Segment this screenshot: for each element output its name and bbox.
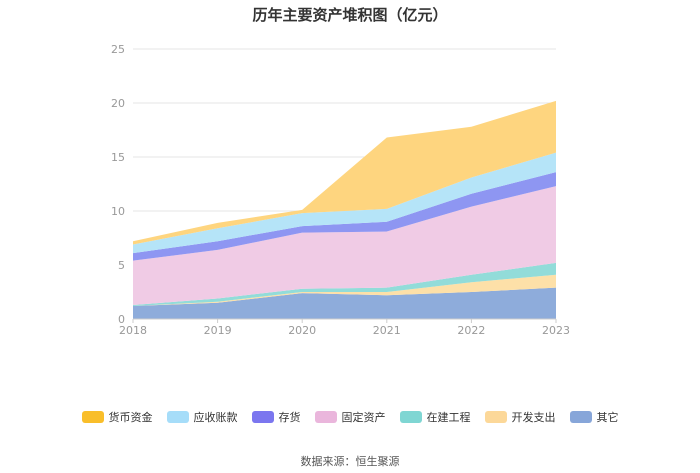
plot-area: 0 5 10 15 20 25 2018 2019 2020 2021 2022 2023 bbox=[111, 43, 570, 337]
legend-label: 应收账款 bbox=[193, 411, 238, 424]
x-tick-label: 2018 bbox=[119, 324, 147, 337]
legend-label: 其它 bbox=[596, 411, 619, 424]
legend: 货币资金 应收账款 存货 固定资产 在建工程 开发支出 其它 bbox=[0, 409, 700, 425]
area-series-4 bbox=[133, 186, 556, 305]
x-tick-label: 2022 bbox=[457, 324, 485, 337]
area-series-2 bbox=[133, 274, 556, 307]
legend-label: 在建工程 bbox=[426, 411, 471, 424]
legend-label: 固定资产 bbox=[341, 411, 386, 424]
legend-swatch bbox=[251, 411, 274, 423]
legend-item[interactable]: 在建工程 bbox=[399, 409, 471, 425]
legend-item[interactable]: 开发支出 bbox=[484, 409, 556, 425]
area-series-5 bbox=[133, 172, 556, 261]
legend-swatch bbox=[569, 411, 592, 423]
y-tick-label: 5 bbox=[118, 259, 125, 272]
area-series-1 bbox=[133, 287, 556, 319]
legend-swatch bbox=[81, 411, 104, 423]
x-tick-label: 2021 bbox=[373, 324, 401, 337]
data-source: 数据来源：恒生聚源 bbox=[300, 455, 400, 468]
legend-item[interactable]: 固定资产 bbox=[314, 409, 386, 425]
y-tick-label: 20 bbox=[111, 97, 125, 110]
legend-label: 货币资金 bbox=[108, 411, 153, 424]
legend-item[interactable]: 存货 bbox=[251, 409, 301, 425]
legend-swatch bbox=[166, 411, 189, 423]
y-tick-label: 25 bbox=[111, 43, 125, 56]
area-series-6 bbox=[133, 152, 556, 254]
chart-title: 历年主要资产堆积图（亿元） bbox=[252, 6, 448, 24]
legend-label: 存货 bbox=[278, 411, 301, 424]
area-series-7 bbox=[133, 100, 556, 245]
legend-label: 开发支出 bbox=[511, 411, 556, 424]
legend-item[interactable]: 其它 bbox=[569, 409, 619, 425]
legend-item[interactable]: 货币资金 bbox=[81, 409, 153, 425]
legend-swatch bbox=[484, 411, 507, 423]
y-tick-label: 15 bbox=[111, 151, 125, 164]
legend-swatch bbox=[399, 411, 422, 423]
y-tick-label: 0 bbox=[118, 313, 125, 326]
x-tick-label: 2023 bbox=[542, 324, 570, 337]
y-tick-label: 10 bbox=[111, 205, 125, 218]
legend-swatch bbox=[314, 411, 337, 423]
x-tick-label: 2020 bbox=[288, 324, 316, 337]
legend-item[interactable]: 应收账款 bbox=[166, 409, 238, 425]
x-tick-label: 2019 bbox=[204, 324, 232, 337]
